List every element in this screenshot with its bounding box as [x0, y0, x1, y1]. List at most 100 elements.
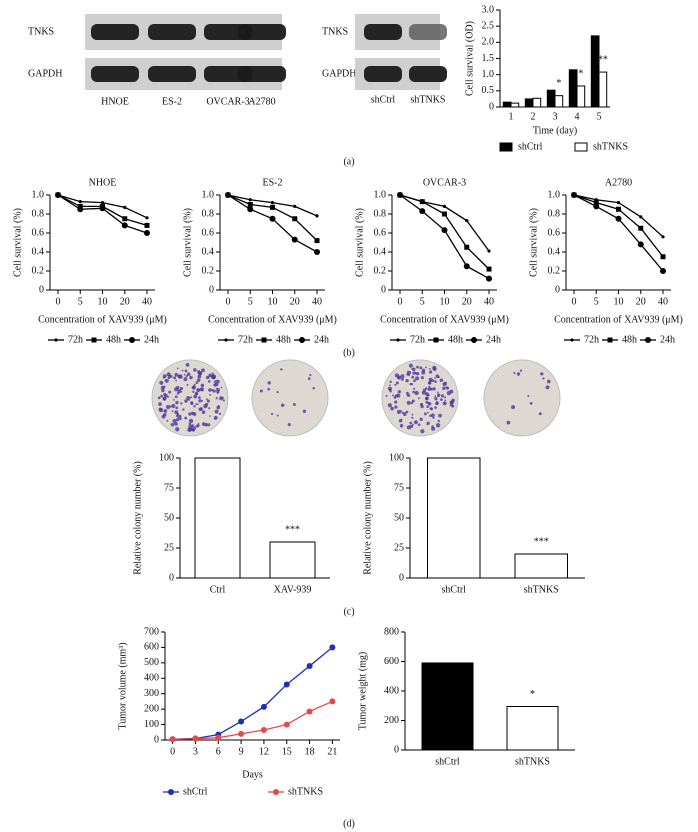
colony [169, 405, 172, 408]
marker [593, 203, 600, 210]
legend-label: 72h [410, 334, 425, 345]
y-tick-label: 1.5 [482, 53, 495, 64]
colony [527, 395, 530, 397]
colony [267, 381, 271, 385]
x-tick-label: 10 [440, 296, 450, 307]
marker [283, 721, 290, 728]
colony [394, 383, 397, 387]
marker [463, 263, 470, 270]
colony [312, 387, 315, 390]
colony [408, 363, 413, 368]
y-tick-label: 300 [144, 688, 159, 699]
colony [201, 410, 206, 414]
marker [291, 236, 298, 243]
colony [201, 399, 204, 402]
x-tick-label: 10 [268, 296, 278, 307]
marker [192, 735, 199, 742]
y-axis-label: Relative colony number (%) [362, 461, 373, 575]
colony [420, 429, 425, 434]
colony [513, 371, 516, 375]
blot-lane-label: A2780 [248, 96, 275, 107]
y-tick-label: 0.6 [202, 227, 215, 238]
bar [502, 101, 512, 108]
legend-marker [224, 338, 228, 342]
colony [197, 422, 200, 425]
colony [411, 399, 415, 403]
blot-row-label: GAPDH [322, 68, 356, 79]
colony [394, 405, 398, 409]
marker [293, 204, 297, 208]
y-tick-label: 0 [394, 744, 399, 755]
y-tick-label: 100 [389, 452, 404, 463]
marker [247, 206, 254, 213]
colony [435, 374, 440, 379]
colony [445, 386, 450, 390]
colony [158, 402, 162, 406]
colony [276, 391, 279, 394]
marker [442, 211, 447, 217]
marker [329, 698, 336, 705]
y-tick-label: 0.8 [374, 208, 387, 219]
colony [184, 416, 188, 420]
x-tick-label: 40 [142, 296, 152, 307]
y-tick-label: 75 [164, 482, 174, 493]
significance-label: *** [534, 536, 549, 547]
colony [411, 367, 416, 371]
legend-marker [396, 338, 400, 342]
bar [269, 541, 316, 579]
bar [421, 662, 474, 751]
marker [238, 730, 245, 737]
marker [315, 214, 319, 218]
colony [158, 407, 162, 411]
bar [194, 457, 241, 579]
y-axis-label: Cell survival (%) [528, 208, 539, 277]
colony [190, 401, 194, 405]
x-tick-label: 18 [305, 746, 315, 757]
colony [191, 424, 194, 427]
y-tick-label: 0 [555, 284, 560, 295]
colony [163, 393, 167, 397]
x-tick-label: 40 [484, 296, 494, 307]
blot-band [148, 66, 196, 82]
colony [197, 374, 202, 379]
colony [421, 370, 426, 375]
x-tick-label: Ctrl [210, 584, 226, 595]
legend-label: 24h [144, 334, 159, 345]
colony [259, 389, 263, 393]
colony [411, 375, 415, 379]
colony [529, 401, 533, 405]
colony [192, 390, 195, 393]
colony [157, 396, 161, 400]
colony [397, 390, 401, 394]
marker [397, 192, 403, 198]
colony [267, 387, 271, 391]
colony [180, 402, 183, 405]
marker [615, 215, 622, 222]
blot-row-label: TNKS [28, 26, 54, 37]
colony [193, 368, 197, 372]
colony [175, 400, 179, 405]
colony [195, 403, 198, 405]
y-tick-label: 0.6 [374, 227, 387, 238]
colony [411, 416, 414, 419]
colony [416, 372, 420, 376]
colony [203, 403, 208, 409]
colony [410, 401, 414, 405]
legend-marker [471, 337, 477, 343]
y-tick-label: 200 [384, 715, 399, 726]
y-tick-label: 0 [169, 572, 174, 583]
x-tick-label: 4 [575, 111, 580, 122]
colony [413, 420, 418, 425]
y-tick-label: 1.0 [202, 189, 215, 200]
colony [177, 374, 182, 379]
blot-band [364, 24, 402, 40]
marker [145, 216, 149, 220]
x-tick-label: 5 [78, 296, 83, 307]
blot-lane-label: HNOE [101, 96, 129, 107]
marker [639, 215, 643, 219]
colony [176, 392, 180, 395]
colony [394, 400, 398, 404]
marker [487, 249, 491, 253]
colony [546, 379, 551, 384]
x-axis-label: Concentration of XAV939 (μM) [554, 314, 683, 325]
